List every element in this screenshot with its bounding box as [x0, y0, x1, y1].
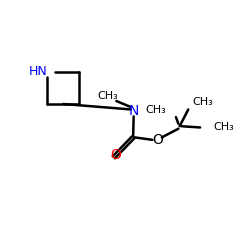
Text: HN: HN [28, 65, 47, 78]
Text: N: N [128, 104, 139, 118]
Text: O: O [110, 148, 121, 162]
Text: CH₃: CH₃ [213, 122, 234, 132]
Text: O: O [152, 133, 163, 147]
Text: CH₃: CH₃ [145, 105, 166, 115]
Text: CH₃: CH₃ [97, 91, 118, 101]
Text: CH₃: CH₃ [192, 96, 213, 106]
